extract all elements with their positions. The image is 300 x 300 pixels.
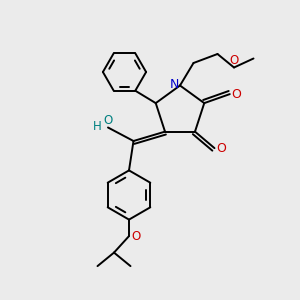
Text: O: O xyxy=(131,230,140,243)
Text: O: O xyxy=(231,88,241,100)
Text: N: N xyxy=(170,77,179,91)
Text: O: O xyxy=(230,54,238,68)
Text: O: O xyxy=(216,142,226,154)
Text: O: O xyxy=(103,114,112,128)
Text: H: H xyxy=(93,119,101,133)
